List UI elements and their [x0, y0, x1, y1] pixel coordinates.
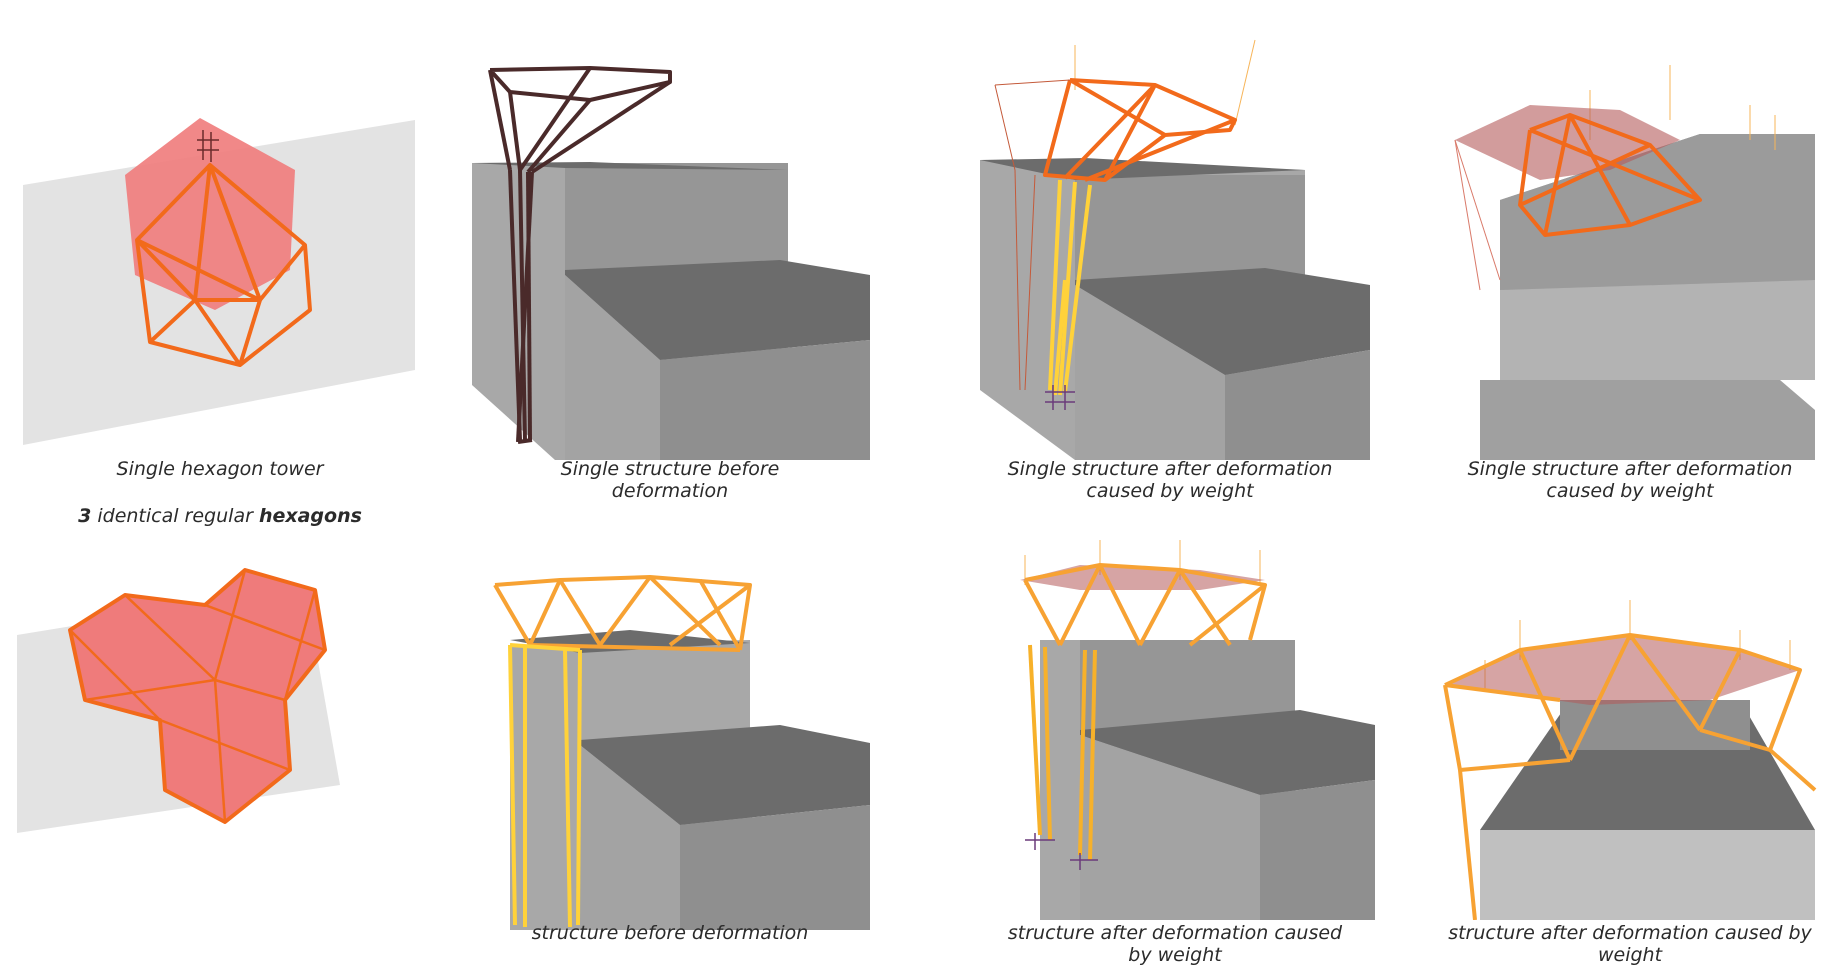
yellow-legs — [1028, 644, 1097, 861]
thin-frame — [994, 79, 1071, 391]
dark-frame — [488, 66, 672, 444]
hexagon-panel — [1445, 635, 1800, 705]
yellow-legs — [508, 643, 582, 928]
support-pin-icon — [1045, 385, 1075, 410]
tower-frame — [135, 163, 312, 367]
caption-structure-before-deformation: structure before deformation — [531, 922, 809, 944]
panel-single-before-deformation — [470, 60, 870, 460]
panel-single-after-deformation-b — [1440, 60, 1820, 460]
thin-frame — [1454, 139, 1501, 291]
caption-structure-after-deformation-a: structure after deformation caused by we… — [1007, 922, 1343, 966]
caption-single-before-deformation: Single structure before deformation — [560, 458, 780, 502]
panel-three-hexagon-plan — [15, 560, 345, 840]
caption-single-after-deformation-a: Single structure after deformation cause… — [1007, 458, 1333, 502]
panel-single-hexagon-tower — [15, 110, 415, 460]
hexagon-panel — [1455, 105, 1680, 180]
panel-structure-before-deformation — [470, 565, 870, 930]
orange-deformed-frame — [1023, 563, 1267, 647]
orange-deformed-frame — [1043, 78, 1237, 182]
support-pin-icon — [197, 130, 219, 162]
orange-deformed-frame — [1443, 633, 1817, 920]
hexagon-panel — [125, 118, 295, 310]
caption-single-after-deformation-b: Single structure after deformation cause… — [1467, 458, 1793, 502]
hexagon-count: 3 — [78, 505, 92, 527]
caption-structure-after-deformation-b: structure after deformation caused by we… — [1448, 922, 1812, 966]
step-block — [472, 162, 870, 460]
subtitle-shape: hexagons — [258, 505, 362, 527]
panel-frame — [69, 569, 326, 823]
panel-single-after-deformation-a — [965, 30, 1375, 460]
step-block — [1480, 700, 1815, 920]
step-block — [1040, 640, 1375, 920]
caption-single-hexagon-tower: Single hexagon tower — [116, 458, 324, 480]
hexagon-panel — [1020, 565, 1265, 590]
panel-structure-after-deformation-b — [1440, 590, 1820, 920]
yellow-legs — [1048, 179, 1092, 396]
section-subtitle: 3 identical regular hexagons — [60, 505, 380, 527]
orange-top-frame — [493, 575, 752, 652]
orange-deformed-frame — [1518, 113, 1702, 237]
panel-structure-after-deformation-a — [980, 535, 1380, 920]
step-block — [980, 158, 1370, 460]
support-pin-icon — [1025, 833, 1098, 870]
step-block — [1480, 134, 1815, 460]
subtitle-text: identical regular — [91, 505, 259, 527]
